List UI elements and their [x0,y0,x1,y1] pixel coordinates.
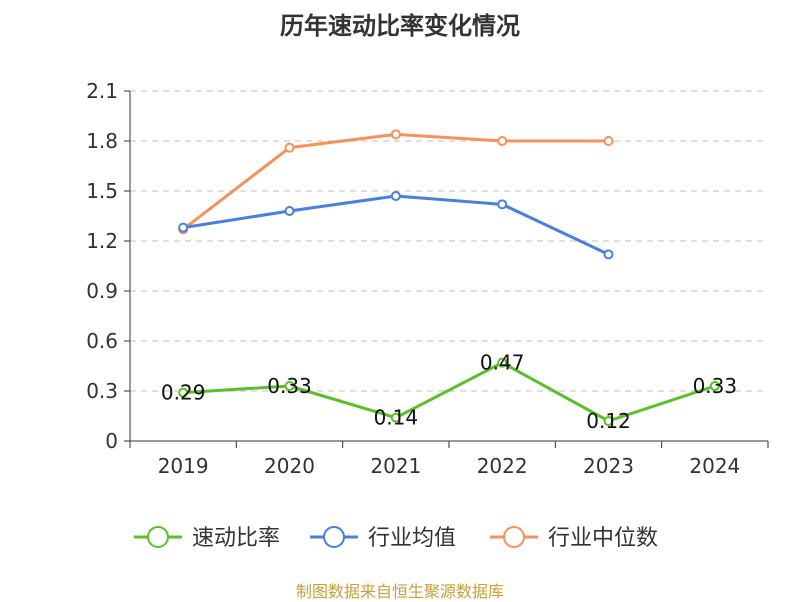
grid-lines [130,90,768,392]
legend-label: 行业中位数 [548,526,658,551]
x-tick-label: 2019 [158,454,209,478]
legend[interactable]: 速动比率 行业均值 行业中位数 [134,526,658,551]
data-point[interactable] [603,136,614,146]
data-point[interactable] [390,129,401,140]
data-point[interactable] [390,412,401,423]
legend-marker-icon [323,526,345,548]
data-point[interactable] [284,142,295,153]
source-note: 制图数据来自恒生聚源数据库 [295,582,504,601]
y-tick-label: 1.8 [86,129,118,153]
chart-title: 历年速动比率变化情况 [280,12,520,40]
legend-item[interactable]: 速动比率 [134,526,280,551]
data-point[interactable] [178,222,189,233]
data-label: 0.12 [586,409,631,433]
data-point[interactable] [284,206,295,216]
legend-item[interactable]: 行业中位数 [490,526,658,551]
data-point[interactable] [603,416,614,426]
data-point[interactable] [390,191,401,201]
data-point[interactable] [497,199,508,210]
y-tick-label: 1.2 [86,229,118,253]
series-line [182,132,609,231]
data-point[interactable] [497,357,508,368]
legend-label: 行业均值 [368,526,456,551]
x-tick-label: 2023 [583,454,634,478]
data-label: 0.14 [374,406,419,430]
legend-item[interactable]: 行业均值 [310,526,456,551]
y-tick-label: 0.6 [86,329,118,353]
legend-marker-icon [147,526,169,548]
legend-label: 速动比率 [192,526,280,551]
axes: 0 0.3 0.6 0.9 1.2 1.5 1.8 2.1 2019 2020 2021 2022 20… [86,79,769,478]
data-label: 0.33 [693,374,738,398]
data-label: 0.29 [161,381,206,405]
data-labels: 0.29 0.33 0.14 0.47 0.12 0.33 [161,351,737,433]
legend-marker-icon [503,526,525,548]
data-point[interactable] [497,136,508,146]
y-tick-label: 2.1 [86,79,118,103]
series-line [182,194,610,256]
y-tick-label: 0 [105,429,118,453]
data-label: 0.47 [480,351,525,375]
data-label: 0.33 [267,374,312,398]
y-tick-label: 0.9 [86,279,118,303]
data-point[interactable] [709,381,720,391]
x-tick-label: 2024 [689,454,740,478]
data-point[interactable] [284,381,295,391]
x-tick-label: 2022 [477,454,528,478]
data-point[interactable] [178,387,189,398]
series-line [183,361,716,423]
data-point[interactable] [603,249,614,260]
series-lines [178,129,720,426]
x-tick-label: 2021 [370,454,421,478]
y-tick-label: 1.5 [86,179,118,203]
x-tick-label: 2020 [264,454,315,478]
y-tick-label: 0.3 [86,379,118,403]
